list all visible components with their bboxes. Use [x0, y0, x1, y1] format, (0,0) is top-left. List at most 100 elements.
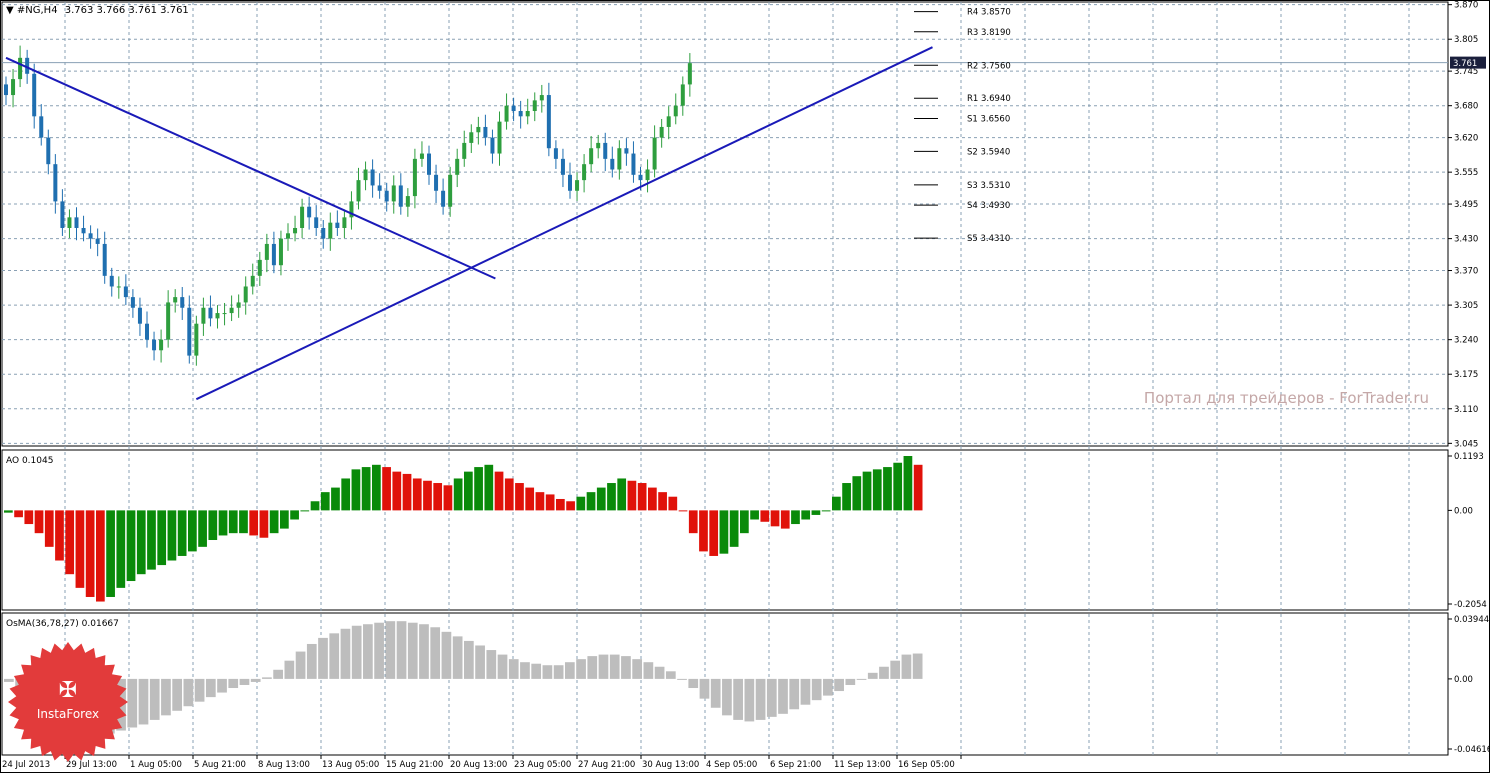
ao-bar [228, 510, 238, 534]
osma-bar [430, 627, 441, 679]
candle-bull [257, 259, 262, 276]
osma-pane-frame [1, 612, 1449, 756]
candle-bull [525, 111, 530, 117]
ao-bar [515, 483, 524, 511]
osma-bar [228, 678, 239, 689]
osma-bar [834, 678, 844, 692]
candle-bull [278, 238, 283, 266]
ao-bar [678, 510, 688, 512]
ao-y-tick-label: 0.1193 [1454, 452, 1484, 462]
osma-bar [587, 656, 598, 679]
ao-label: AO 0.1045 [6, 456, 53, 466]
pivot-label-r2: R2 3.7560 [967, 61, 1011, 71]
x-tick-label: 15 Aug 21:00 [386, 760, 443, 770]
pivot-levels: R4 3.8570 R3 3.8190 R2 3.7560 R1 3.6940 S1 3… [914, 8, 1011, 244]
osma-bar [284, 660, 295, 679]
ao-bar [883, 467, 892, 511]
candle-bear [370, 169, 375, 186]
candle-bull [222, 313, 227, 315]
candle-bear [638, 174, 643, 181]
candle-bear [145, 323, 149, 340]
osma-bar [811, 678, 822, 701]
osma-bar [295, 651, 306, 679]
x-tick-label: 1 Aug 05:00 [130, 760, 182, 770]
x-tick-label: 24 Jul 2013 [2, 760, 50, 770]
ao-bar [433, 483, 443, 511]
ao-bar [239, 510, 248, 534]
candle-bull [356, 180, 361, 202]
pivot-label-r1: R1 3.6940 [967, 94, 1011, 104]
ao-bar [382, 467, 391, 511]
watermark: Портал для трейдеров - ForTrader.ru [1144, 389, 1429, 407]
candle-bear [53, 164, 58, 202]
candle-bull [349, 201, 354, 218]
osma-bar [553, 665, 564, 679]
candle-bull [469, 132, 474, 143]
ao-bar [310, 501, 320, 511]
ao-bar [852, 476, 862, 511]
candle-bull [300, 206, 305, 228]
candle-bull [476, 126, 481, 133]
ao-bar [55, 510, 64, 561]
x-tick-label: 27 Aug 21:00 [578, 760, 635, 770]
ao-pane-frame [1, 449, 1449, 611]
ao-bar [341, 478, 351, 511]
osma-bar [845, 678, 856, 685]
osma-bar [879, 666, 889, 679]
candle-bull [455, 158, 460, 175]
candle-bull [391, 185, 396, 202]
ao-bar [106, 510, 115, 597]
trendline-resistance[interactable] [5, 56, 496, 280]
osma-bar [351, 625, 362, 679]
pivot-label-r4: R4 3.8570 [967, 8, 1011, 18]
current-price-badge-bg [1450, 56, 1486, 69]
candle-bull [229, 307, 234, 314]
candle-bear [631, 153, 636, 175]
candle-bear [88, 233, 93, 239]
osma-bar [531, 663, 542, 679]
ao-bar [177, 510, 187, 556]
osma-bar [722, 678, 732, 716]
candle-bear [434, 174, 439, 191]
ao-bar [351, 469, 361, 511]
ao-bar [811, 510, 821, 515]
ao-bar [259, 510, 269, 538]
osma-bar [609, 654, 620, 679]
osma-bar [564, 662, 575, 679]
candle-bull [645, 169, 650, 181]
osma-bar [441, 631, 452, 679]
candle-bull [617, 148, 622, 170]
candle-bull [666, 116, 671, 127]
x-tick-label: 5 Aug 21:00 [194, 760, 246, 770]
osma-bar [407, 622, 418, 679]
ao-bar [280, 510, 289, 529]
ao-bar [566, 501, 575, 511]
ao-bar [453, 478, 463, 511]
osma-bar [800, 678, 811, 705]
osma-bar [138, 678, 149, 725]
logo-text: InstaForex [37, 707, 99, 721]
ao-bar [576, 496, 586, 511]
trendline-support[interactable] [195, 46, 933, 401]
osma-bar [239, 678, 250, 685]
osma-y-tick-label: 0.03944 [1454, 615, 1489, 625]
pivot-label-s5: S5 3.4310 [967, 234, 1010, 244]
ao-bar [484, 464, 494, 511]
ao-bar [535, 492, 545, 511]
current-price-badge-text: 3.761 [1453, 59, 1477, 69]
candle-bull [328, 222, 333, 239]
y-tick-label: 3.745 [1454, 67, 1478, 77]
candle-bull [412, 158, 417, 197]
osma-bar [744, 678, 755, 722]
candle-bear [610, 158, 615, 170]
ao-bar [842, 483, 851, 511]
trendlines[interactable] [5, 46, 933, 401]
header-arrow-icon: ▼ [6, 5, 14, 16]
ao-bar [760, 510, 770, 522]
osma-bar [4, 678, 14, 682]
x-tick-label: 20 Aug 13:00 [450, 760, 507, 770]
symbol-label: #NG,H4 [17, 5, 58, 16]
osma-bar [250, 678, 261, 682]
